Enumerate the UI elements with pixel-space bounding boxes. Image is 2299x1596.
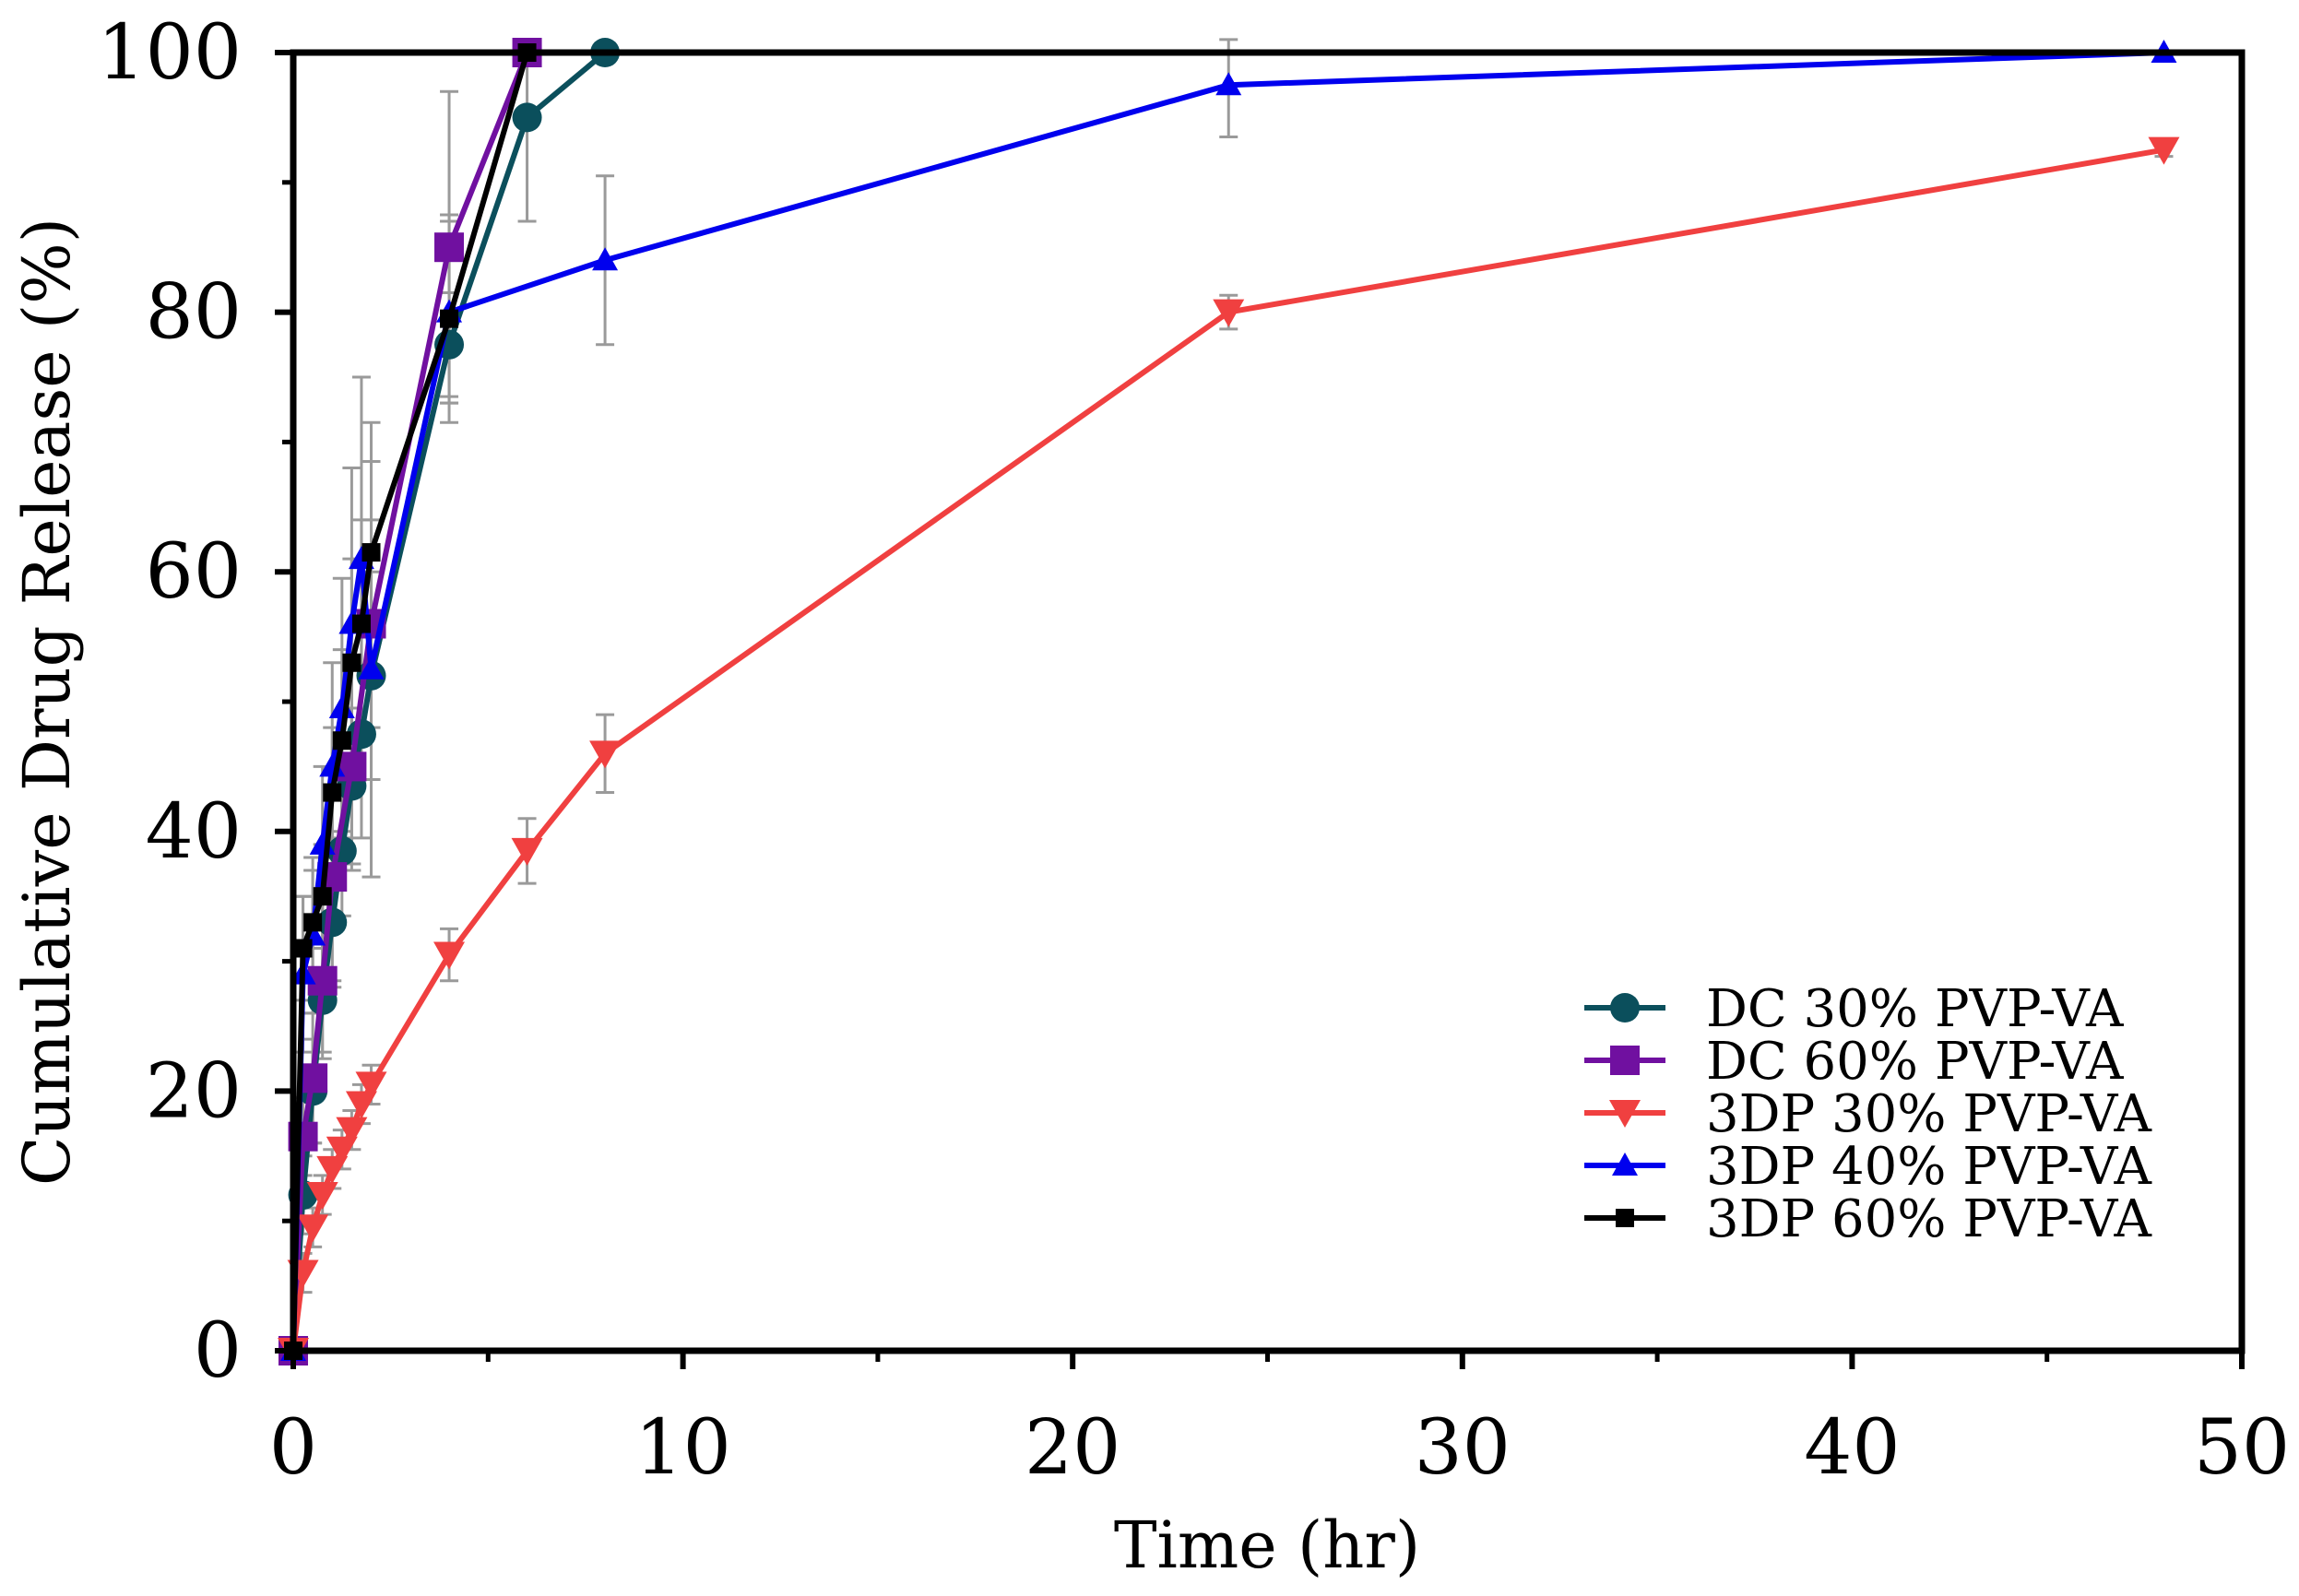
legend-marker-2 (1610, 1046, 1640, 1075)
data-point (592, 247, 619, 271)
data-point (2148, 136, 2180, 165)
x-tick-label: 0 (269, 1404, 317, 1492)
x-axis-title: Time (hr) (1114, 1507, 1420, 1583)
data-point (511, 837, 543, 866)
y-tick-label: 100 (97, 9, 242, 97)
data-point (345, 1091, 377, 1119)
data-point (297, 1214, 329, 1243)
data-point (589, 740, 622, 769)
y-tick-label: 60 (146, 528, 242, 616)
legend-label-1: DC 30% PVP-VA (1706, 979, 2124, 1039)
data-point (1213, 299, 1245, 327)
data-point (313, 887, 332, 906)
legend-label-4: 3DP 40% PVP-VA (1706, 1137, 2152, 1197)
data-point (512, 102, 542, 133)
y-tick-label: 0 (194, 1307, 242, 1395)
data-point (332, 731, 351, 751)
x-tick-label: 40 (1804, 1404, 1900, 1492)
legend-label-3: 3DP 30% PVP-VA (1706, 1084, 2152, 1144)
legend-marker-1 (1610, 993, 1640, 1023)
data-point (323, 783, 342, 802)
data-point (336, 1117, 368, 1145)
data-point (355, 1071, 387, 1100)
data-point (326, 1136, 358, 1164)
data-point (306, 1182, 338, 1211)
data-point (293, 939, 313, 958)
data-point (316, 1155, 349, 1184)
y-axis-title: Cumulative Drug Release (%) (9, 218, 85, 1186)
data-point (358, 656, 385, 680)
data-point (433, 941, 466, 970)
data-point (440, 309, 459, 328)
data-point (342, 653, 361, 672)
data-point (303, 913, 323, 932)
x-tick-label: 10 (634, 1404, 730, 1492)
legend-marker-4 (1612, 1153, 1638, 1176)
x-tick-label: 50 (2194, 1404, 2290, 1492)
data-point (351, 614, 371, 633)
legend-label-2: DC 60% PVP-VA (1706, 1032, 2124, 1092)
series-line-2 (290, 51, 530, 1352)
data-point (1215, 72, 1242, 96)
x-tick-label: 30 (1415, 1404, 1511, 1492)
y-tick-label: 40 (146, 788, 242, 876)
data-point (361, 543, 381, 562)
data-point (328, 695, 355, 719)
legend-label-5: 3DP 60% PVP-VA (1706, 1189, 2152, 1249)
legend-marker-3 (1609, 1100, 1641, 1128)
legend-marker-5 (1616, 1209, 1634, 1227)
x-tick-label: 20 (1025, 1404, 1120, 1492)
axes-layer: 0 10 20 30 40 50 0 20 40 60 80 100 (97, 9, 2290, 1492)
y-tick-label: 20 (146, 1047, 242, 1135)
series-line-5 (290, 52, 530, 1352)
data-point (434, 232, 465, 263)
y-tick-label: 80 (146, 269, 242, 357)
